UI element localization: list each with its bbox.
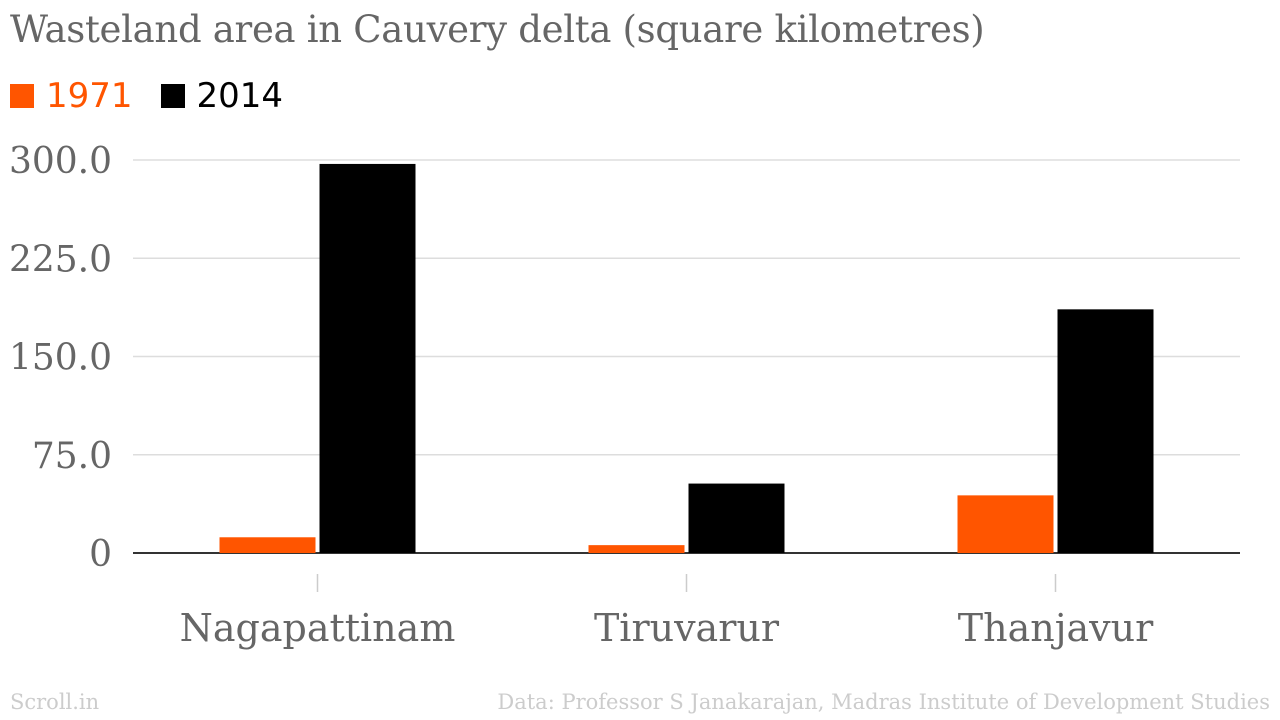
legend-item-1971: 1971 [10, 76, 133, 116]
source-note: Data: Professor S Janakarajan, Madras In… [497, 690, 1270, 714]
chart-title: Wasteland area in Cauvery delta (square … [10, 8, 985, 51]
y-tick-label: 0 [89, 534, 112, 575]
legend-label-2014: 2014 [196, 76, 284, 116]
x-tick-label: Nagapattinam [180, 606, 456, 650]
bar-2014-nagapattinam [319, 163, 416, 553]
bar-1971-thanjavur [957, 495, 1054, 553]
chart-legend: 1971 2014 [10, 76, 311, 116]
x-tick-label: Tiruvarur [594, 606, 780, 650]
legend-item-2014: 2014 [160, 76, 284, 116]
bar-2014-tiruvarur [688, 483, 785, 553]
bar-1971-nagapattinam [219, 537, 316, 553]
y-tick-label: 150.0 [9, 338, 112, 379]
y-tick-label: 300.0 [9, 141, 112, 182]
bar-2014-thanjavur [1057, 309, 1154, 553]
source-brand: Scroll.in [10, 690, 100, 714]
x-tick-label: Thanjavur [958, 606, 1154, 650]
y-tick-label: 225.0 [9, 239, 112, 280]
legend-swatch-1971 [10, 84, 34, 108]
bar-1971-tiruvarur [588, 545, 685, 553]
y-tick-label: 75.0 [32, 436, 112, 477]
legend-label-1971: 1971 [46, 76, 133, 116]
legend-swatch-2014 [160, 84, 185, 108]
